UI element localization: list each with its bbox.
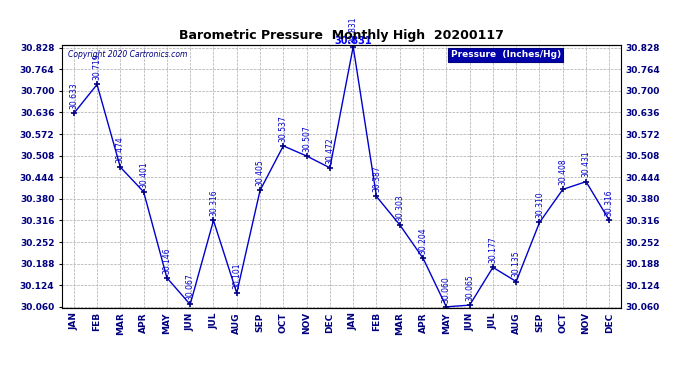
Text: 30.507: 30.507 — [302, 125, 311, 152]
Text: 30.101: 30.101 — [233, 262, 241, 289]
Text: 30.831: 30.831 — [335, 36, 372, 46]
Text: 30.401: 30.401 — [139, 161, 148, 188]
Text: 30.472: 30.472 — [326, 137, 335, 164]
Text: 30.060: 30.060 — [442, 276, 451, 303]
Text: 30.387: 30.387 — [372, 166, 381, 192]
Text: 30.303: 30.303 — [395, 194, 404, 220]
Text: Copyright 2020 Cartronics.com: Copyright 2020 Cartronics.com — [68, 50, 187, 59]
Text: 30.310: 30.310 — [535, 192, 544, 218]
Title: Barometric Pressure  Monthly High  20200117: Barometric Pressure Monthly High 2020011… — [179, 30, 504, 42]
Text: 30.431: 30.431 — [582, 151, 591, 177]
Text: 30.065: 30.065 — [465, 274, 474, 301]
Text: 30.408: 30.408 — [558, 159, 567, 185]
Text: 30.633: 30.633 — [69, 82, 78, 110]
Text: Pressure  (Inches/Hg): Pressure (Inches/Hg) — [451, 50, 561, 59]
Text: 30.537: 30.537 — [279, 115, 288, 142]
Text: 30.067: 30.067 — [186, 273, 195, 300]
Text: 30.405: 30.405 — [255, 159, 264, 186]
Text: 30.146: 30.146 — [162, 247, 171, 274]
Text: 30.135: 30.135 — [512, 251, 521, 278]
Text: 30.474: 30.474 — [116, 136, 125, 163]
Text: 30.831: 30.831 — [348, 16, 357, 42]
Text: 30.316: 30.316 — [209, 190, 218, 216]
Text: 30.204: 30.204 — [419, 228, 428, 254]
Text: 30.719: 30.719 — [92, 54, 101, 80]
Text: 30.316: 30.316 — [605, 190, 614, 216]
Text: 30.177: 30.177 — [489, 237, 497, 263]
